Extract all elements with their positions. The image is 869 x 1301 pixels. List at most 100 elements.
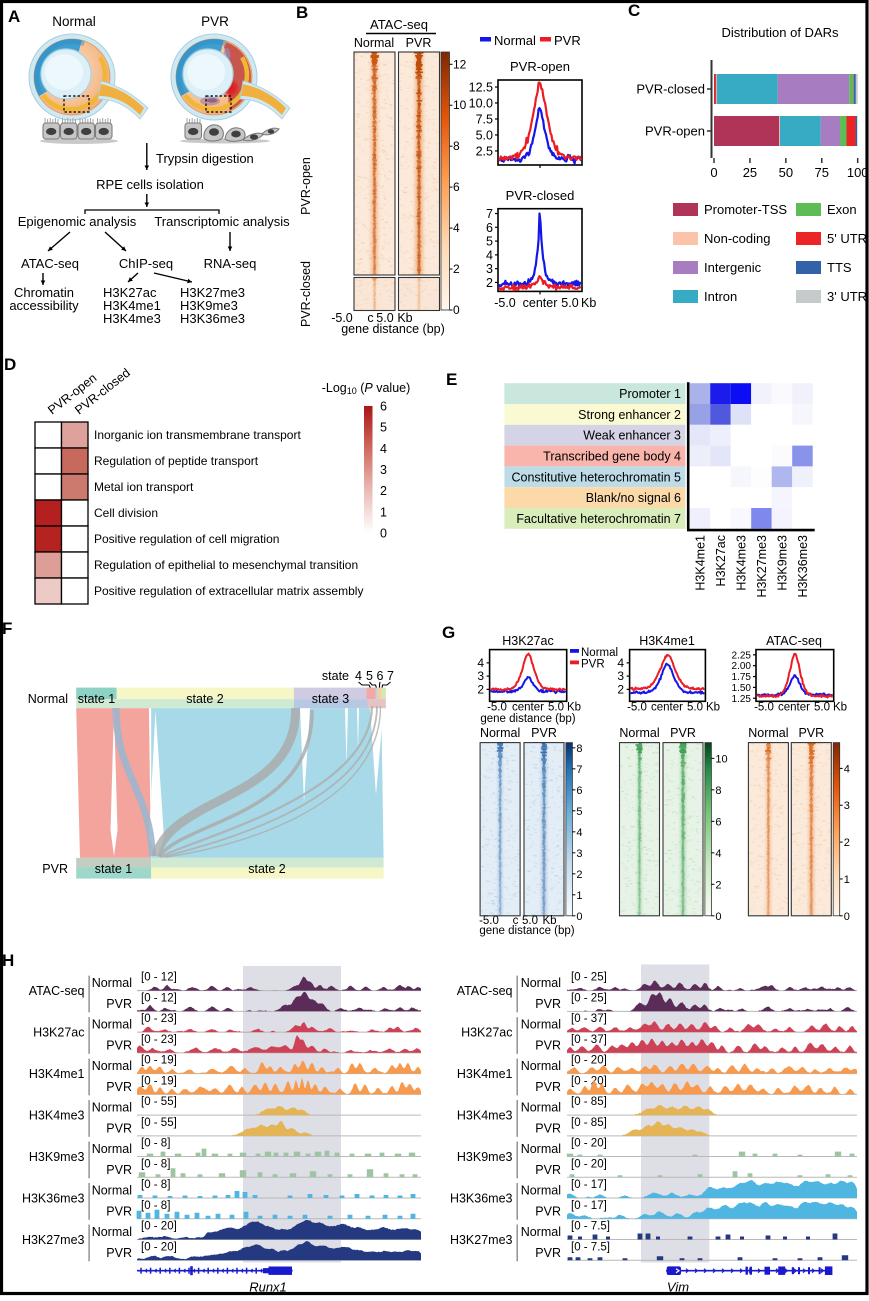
svg-text:4: 4 bbox=[453, 221, 460, 235]
svg-text:PVR: PVR bbox=[535, 1080, 561, 1094]
svg-text:PVR: PVR bbox=[106, 1246, 132, 1260]
svg-text:[0 - 23]: [0 - 23] bbox=[141, 1013, 177, 1025]
svg-text:2.5: 2.5 bbox=[476, 144, 493, 158]
svg-text:H3K4me3: H3K4me3 bbox=[734, 535, 748, 591]
svg-text:6: 6 bbox=[576, 785, 582, 797]
svg-text:Normal: Normal bbox=[521, 976, 561, 990]
svg-text:3: 3 bbox=[486, 262, 493, 276]
svg-text:Weak enhancer 3: Weak enhancer 3 bbox=[583, 429, 681, 443]
svg-text:0: 0 bbox=[380, 527, 387, 541]
svg-text:7.5: 7.5 bbox=[476, 112, 493, 126]
svg-text:6: 6 bbox=[377, 669, 384, 683]
svg-text:state 2: state 2 bbox=[186, 692, 224, 706]
svg-text:Normal: Normal bbox=[494, 33, 536, 48]
svg-text:1.75: 1.75 bbox=[732, 672, 752, 683]
svg-text:4: 4 bbox=[576, 827, 582, 839]
svg-text:H3K4me1: H3K4me1 bbox=[639, 634, 695, 648]
svg-text:Normal: Normal bbox=[521, 1059, 561, 1073]
svg-text:4: 4 bbox=[355, 669, 362, 683]
svg-text:[0 - 37]: [0 - 37] bbox=[571, 1013, 607, 1025]
svg-text:4: 4 bbox=[486, 248, 493, 262]
svg-text:D: D bbox=[4, 355, 16, 374]
svg-text:Regulation of epithelial to me: Regulation of epithelial to mesenchymal … bbox=[94, 558, 358, 572]
svg-text:PVR: PVR bbox=[106, 1080, 132, 1094]
svg-text:F: F bbox=[2, 619, 12, 638]
svg-text:[0 - 25]: [0 - 25] bbox=[571, 972, 607, 984]
svg-text:Regulation of peptide transpor: Regulation of peptide transport bbox=[94, 454, 259, 468]
svg-text:0: 0 bbox=[453, 303, 460, 317]
svg-text:center: center bbox=[778, 702, 810, 714]
svg-text:[0 - 12]: [0 - 12] bbox=[141, 992, 177, 1004]
svg-text:[0 - 8]: [0 - 8] bbox=[141, 1158, 170, 1170]
svg-text:H3K27ac: H3K27ac bbox=[502, 634, 553, 648]
svg-text:H3K27ac: H3K27ac bbox=[33, 1026, 84, 1040]
svg-text:gene distance (bp): gene distance (bp) bbox=[341, 322, 445, 336]
svg-text:7: 7 bbox=[576, 764, 582, 776]
svg-text:Normal: Normal bbox=[52, 14, 96, 29]
svg-text:H3K36me3: H3K36me3 bbox=[796, 535, 810, 598]
svg-text:PVR: PVR bbox=[406, 36, 432, 50]
svg-text:-Log10 (P value): -Log10 (P value) bbox=[322, 381, 411, 396]
svg-text:PVR: PVR bbox=[535, 1246, 561, 1260]
svg-text:25: 25 bbox=[743, 165, 757, 180]
svg-text:H3K27me3: H3K27me3 bbox=[22, 1233, 85, 1247]
svg-text:6: 6 bbox=[380, 400, 387, 414]
svg-text:7: 7 bbox=[486, 207, 493, 221]
svg-text:5.0: 5.0 bbox=[548, 702, 564, 714]
svg-text:Cell division: Cell division bbox=[94, 506, 158, 520]
svg-text:Promoter 1: Promoter 1 bbox=[619, 387, 681, 401]
svg-text:center: center bbox=[651, 702, 683, 714]
svg-text:Normal: Normal bbox=[92, 1059, 132, 1073]
svg-text:[0 - 19]: [0 - 19] bbox=[141, 1055, 177, 1067]
svg-text:Constitutive heterochromatin 5: Constitutive heterochromatin 5 bbox=[511, 470, 681, 484]
svg-text:12: 12 bbox=[453, 57, 467, 71]
svg-text:1.25: 1.25 bbox=[732, 694, 752, 705]
svg-text:E: E bbox=[446, 370, 457, 389]
svg-text:Transcriptomic analysis: Transcriptomic analysis bbox=[154, 214, 290, 229]
svg-text:PVR: PVR bbox=[106, 1121, 132, 1135]
svg-text:Kb: Kb bbox=[706, 702, 720, 714]
svg-text:75: 75 bbox=[815, 165, 829, 180]
svg-text:50: 50 bbox=[779, 165, 793, 180]
svg-text:state: state bbox=[322, 669, 349, 683]
svg-text:PVR: PVR bbox=[106, 1204, 132, 1218]
svg-text:PVR: PVR bbox=[535, 1204, 561, 1218]
svg-text:[0 - 7.5]: [0 - 7.5] bbox=[571, 1221, 610, 1233]
svg-text:5.0: 5.0 bbox=[561, 296, 578, 310]
svg-text:10: 10 bbox=[453, 98, 467, 112]
svg-text:H3K9me3: H3K9me3 bbox=[775, 535, 789, 591]
svg-text:[0 - 19]: [0 - 19] bbox=[141, 1075, 177, 1087]
svg-text:1.50: 1.50 bbox=[732, 683, 752, 694]
svg-text:5: 5 bbox=[486, 235, 493, 249]
svg-text:Non-coding: Non-coding bbox=[704, 231, 771, 246]
svg-text:6: 6 bbox=[715, 816, 721, 828]
svg-text:0: 0 bbox=[715, 911, 721, 923]
svg-text:PVR: PVR bbox=[535, 1163, 561, 1177]
svg-text:H3K4me1: H3K4me1 bbox=[29, 1067, 85, 1081]
svg-text:PVR: PVR bbox=[535, 997, 561, 1011]
svg-text:PVR-closed: PVR-closed bbox=[506, 188, 575, 203]
svg-text:10.0: 10.0 bbox=[469, 97, 493, 111]
svg-text:2: 2 bbox=[844, 837, 850, 849]
svg-text:Metal ion transport: Metal ion transport bbox=[94, 480, 194, 494]
svg-text:5.0: 5.0 bbox=[687, 702, 703, 714]
svg-text:8: 8 bbox=[715, 785, 721, 797]
svg-text:PVR: PVR bbox=[106, 1163, 132, 1177]
svg-text:[0 - 20]: [0 - 20] bbox=[571, 1158, 607, 1170]
svg-text:1: 1 bbox=[844, 874, 850, 886]
svg-text:Normal: Normal bbox=[521, 1184, 561, 1198]
svg-text:-5.0: -5.0 bbox=[487, 702, 507, 714]
svg-text:6: 6 bbox=[453, 180, 460, 194]
svg-text:Normal: Normal bbox=[92, 1184, 132, 1198]
svg-text:5.0: 5.0 bbox=[814, 702, 830, 714]
svg-text:G: G bbox=[442, 623, 455, 642]
svg-text:ATAC-seq: ATAC-seq bbox=[21, 256, 79, 271]
svg-text:5: 5 bbox=[366, 669, 373, 683]
svg-text:PVR: PVR bbox=[535, 1038, 561, 1052]
svg-text:PVR-open: PVR-open bbox=[645, 124, 705, 139]
svg-text:H3K4me1: H3K4me1 bbox=[457, 1067, 513, 1081]
svg-text:RNA-seq: RNA-seq bbox=[204, 256, 257, 271]
svg-text:-5.0: -5.0 bbox=[754, 702, 774, 714]
svg-text:PVR-open: PVR-open bbox=[299, 157, 313, 215]
svg-text:4: 4 bbox=[380, 442, 387, 456]
